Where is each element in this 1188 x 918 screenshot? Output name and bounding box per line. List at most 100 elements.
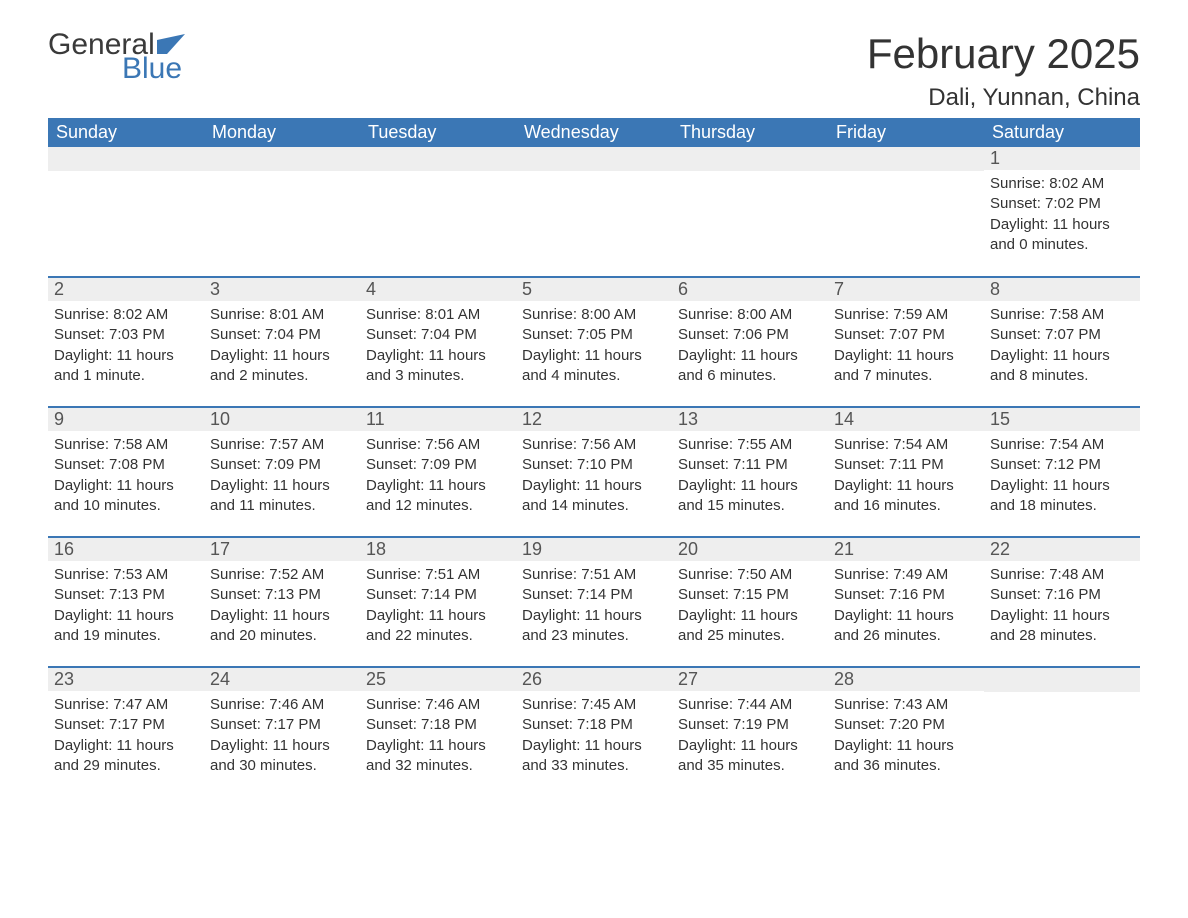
day-details: Sunrise: 7:47 AMSunset: 7:17 PMDaylight:… [48, 691, 204, 784]
sunrise-line: Sunrise: 7:59 AM [834, 305, 978, 325]
day-details: Sunrise: 7:46 AMSunset: 7:18 PMDaylight:… [360, 691, 516, 784]
daylight-line: Daylight: 11 hours and 12 minutes. [366, 476, 510, 517]
calendar-day-cell: 27Sunrise: 7:44 AMSunset: 7:19 PMDayligh… [672, 667, 828, 797]
day-number: 5 [516, 278, 672, 301]
sunset-line: Sunset: 7:13 PM [210, 585, 354, 605]
sunset-line: Sunset: 7:03 PM [54, 325, 198, 345]
sunset-line: Sunset: 7:07 PM [990, 325, 1134, 345]
day-details: Sunrise: 7:54 AMSunset: 7:12 PMDaylight:… [984, 431, 1140, 524]
calendar-body: 1Sunrise: 8:02 AMSunset: 7:02 PMDaylight… [48, 147, 1140, 797]
calendar-empty-cell [672, 147, 828, 277]
sunrise-line: Sunrise: 7:54 AM [834, 435, 978, 455]
sunrise-line: Sunrise: 7:45 AM [522, 695, 666, 715]
day-number [984, 668, 1140, 692]
weekday-header: Sunday [48, 118, 204, 147]
day-details: Sunrise: 7:49 AMSunset: 7:16 PMDaylight:… [828, 561, 984, 654]
calendar-day-cell: 22Sunrise: 7:48 AMSunset: 7:16 PMDayligh… [984, 537, 1140, 667]
calendar-table: SundayMondayTuesdayWednesdayThursdayFrid… [48, 118, 1140, 797]
daylight-line: Daylight: 11 hours and 22 minutes. [366, 606, 510, 647]
sunrise-line: Sunrise: 8:02 AM [54, 305, 198, 325]
sunset-line: Sunset: 7:02 PM [990, 194, 1134, 214]
sunrise-line: Sunrise: 7:49 AM [834, 565, 978, 585]
sunset-line: Sunset: 7:18 PM [522, 715, 666, 735]
day-number: 24 [204, 668, 360, 691]
daylight-line: Daylight: 11 hours and 8 minutes. [990, 346, 1134, 387]
sunset-line: Sunset: 7:17 PM [210, 715, 354, 735]
weekday-header: Saturday [984, 118, 1140, 147]
day-number: 14 [828, 408, 984, 431]
day-details: Sunrise: 7:59 AMSunset: 7:07 PMDaylight:… [828, 301, 984, 394]
daylight-line: Daylight: 11 hours and 35 minutes. [678, 736, 822, 777]
sunrise-line: Sunrise: 7:52 AM [210, 565, 354, 585]
day-details: Sunrise: 8:00 AMSunset: 7:05 PMDaylight:… [516, 301, 672, 394]
day-number [360, 147, 516, 171]
day-number [516, 147, 672, 171]
sunset-line: Sunset: 7:18 PM [366, 715, 510, 735]
sunrise-line: Sunrise: 7:46 AM [366, 695, 510, 715]
sunset-line: Sunset: 7:14 PM [522, 585, 666, 605]
sunrise-line: Sunrise: 7:44 AM [678, 695, 822, 715]
calendar-day-cell: 25Sunrise: 7:46 AMSunset: 7:18 PMDayligh… [360, 667, 516, 797]
calendar-day-cell: 4Sunrise: 8:01 AMSunset: 7:04 PMDaylight… [360, 277, 516, 407]
daylight-line: Daylight: 11 hours and 30 minutes. [210, 736, 354, 777]
sunrise-line: Sunrise: 7:58 AM [990, 305, 1134, 325]
calendar-day-cell: 10Sunrise: 7:57 AMSunset: 7:09 PMDayligh… [204, 407, 360, 537]
day-details: Sunrise: 8:02 AMSunset: 7:03 PMDaylight:… [48, 301, 204, 394]
day-number: 22 [984, 538, 1140, 561]
daylight-line: Daylight: 11 hours and 33 minutes. [522, 736, 666, 777]
daylight-line: Daylight: 11 hours and 14 minutes. [522, 476, 666, 517]
sunrise-line: Sunrise: 7:57 AM [210, 435, 354, 455]
day-number: 18 [360, 538, 516, 561]
sunrise-line: Sunrise: 7:43 AM [834, 695, 978, 715]
calendar-day-cell: 11Sunrise: 7:56 AMSunset: 7:09 PMDayligh… [360, 407, 516, 537]
day-number [672, 147, 828, 171]
daylight-line: Daylight: 11 hours and 6 minutes. [678, 346, 822, 387]
calendar-day-cell: 3Sunrise: 8:01 AMSunset: 7:04 PMDaylight… [204, 277, 360, 407]
calendar-day-cell: 26Sunrise: 7:45 AMSunset: 7:18 PMDayligh… [516, 667, 672, 797]
day-details: Sunrise: 8:02 AMSunset: 7:02 PMDaylight:… [984, 170, 1140, 263]
weekday-header: Thursday [672, 118, 828, 147]
sunset-line: Sunset: 7:04 PM [366, 325, 510, 345]
daylight-line: Daylight: 11 hours and 2 minutes. [210, 346, 354, 387]
page-header: General Blue February 2025 Dali, Yunnan,… [48, 30, 1140, 112]
day-number [204, 147, 360, 171]
logo-blue-text: Blue [122, 54, 185, 84]
sunset-line: Sunset: 7:16 PM [834, 585, 978, 605]
sunset-line: Sunset: 7:15 PM [678, 585, 822, 605]
sunset-line: Sunset: 7:11 PM [678, 455, 822, 475]
day-number: 10 [204, 408, 360, 431]
calendar-week-row: 2Sunrise: 8:02 AMSunset: 7:03 PMDaylight… [48, 277, 1140, 407]
day-details: Sunrise: 7:51 AMSunset: 7:14 PMDaylight:… [360, 561, 516, 654]
daylight-line: Daylight: 11 hours and 20 minutes. [210, 606, 354, 647]
daylight-line: Daylight: 11 hours and 15 minutes. [678, 476, 822, 517]
sunrise-line: Sunrise: 7:46 AM [210, 695, 354, 715]
daylight-line: Daylight: 11 hours and 18 minutes. [990, 476, 1134, 517]
daylight-line: Daylight: 11 hours and 26 minutes. [834, 606, 978, 647]
sunset-line: Sunset: 7:04 PM [210, 325, 354, 345]
sunrise-line: Sunrise: 7:56 AM [522, 435, 666, 455]
weekday-header: Wednesday [516, 118, 672, 147]
calendar-day-cell: 15Sunrise: 7:54 AMSunset: 7:12 PMDayligh… [984, 407, 1140, 537]
month-title: February 2025 [867, 30, 1140, 78]
day-details: Sunrise: 7:58 AMSunset: 7:08 PMDaylight:… [48, 431, 204, 524]
day-details: Sunrise: 7:54 AMSunset: 7:11 PMDaylight:… [828, 431, 984, 524]
daylight-line: Daylight: 11 hours and 19 minutes. [54, 606, 198, 647]
daylight-line: Daylight: 11 hours and 10 minutes. [54, 476, 198, 517]
day-number: 15 [984, 408, 1140, 431]
day-details: Sunrise: 7:50 AMSunset: 7:15 PMDaylight:… [672, 561, 828, 654]
day-details: Sunrise: 7:57 AMSunset: 7:09 PMDaylight:… [204, 431, 360, 524]
daylight-line: Daylight: 11 hours and 7 minutes. [834, 346, 978, 387]
calendar-day-cell: 1Sunrise: 8:02 AMSunset: 7:02 PMDaylight… [984, 147, 1140, 277]
calendar-day-cell: 6Sunrise: 8:00 AMSunset: 7:06 PMDaylight… [672, 277, 828, 407]
day-number: 9 [48, 408, 204, 431]
weekday-header: Tuesday [360, 118, 516, 147]
day-number: 21 [828, 538, 984, 561]
calendar-week-row: 23Sunrise: 7:47 AMSunset: 7:17 PMDayligh… [48, 667, 1140, 797]
weekday-header-row: SundayMondayTuesdayWednesdayThursdayFrid… [48, 118, 1140, 147]
day-details: Sunrise: 7:46 AMSunset: 7:17 PMDaylight:… [204, 691, 360, 784]
calendar-empty-cell [360, 147, 516, 277]
sunrise-line: Sunrise: 7:58 AM [54, 435, 198, 455]
sunset-line: Sunset: 7:14 PM [366, 585, 510, 605]
sunset-line: Sunset: 7:05 PM [522, 325, 666, 345]
sunrise-line: Sunrise: 8:01 AM [366, 305, 510, 325]
